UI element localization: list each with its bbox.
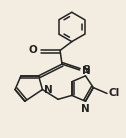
Text: S: S: [83, 65, 90, 75]
Text: Cl: Cl: [109, 88, 120, 98]
Text: N: N: [44, 85, 53, 95]
Text: N: N: [82, 66, 90, 76]
Text: N: N: [81, 104, 90, 114]
Text: O: O: [29, 45, 38, 55]
